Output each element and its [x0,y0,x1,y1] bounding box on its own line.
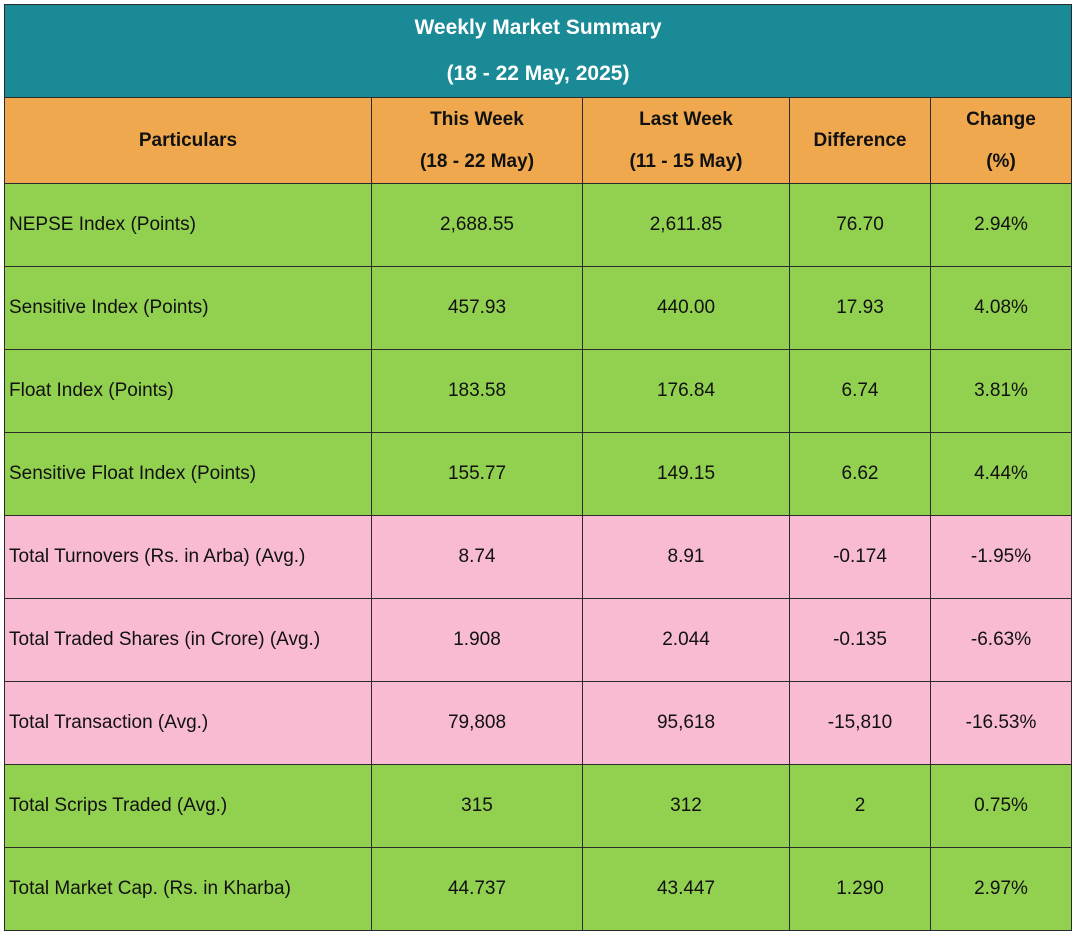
cell-change: 2.97% [929,847,1073,931]
cell-difference: 6.62 [789,432,931,516]
row-label: Sensitive Index (Points) [4,266,372,350]
cell-this-week: 183.58 [371,349,583,433]
cell-last-week: 312 [582,764,790,848]
cell-this-week: 457.93 [371,266,583,350]
cell-this-week: 8.74 [371,515,583,599]
market-summary-sheet: Weekly Market Summary (18 - 22 May, 2025… [3,4,1073,931]
cell-change: 0.75% [929,764,1073,848]
cell-difference: 6.74 [789,349,931,433]
cell-this-week: 79,808 [371,681,583,765]
cell-last-week: 43.447 [582,847,790,931]
header-this-week: This Week (18 - 22 May) [371,97,583,184]
cell-difference: 2 [789,764,931,848]
row-label: Total Turnovers (Rs. in Arba) (Avg.) [4,515,372,599]
table-row-total-turnovers: Total Turnovers (Rs. in Arba) (Avg.) 8.7… [4,515,1073,599]
cell-change: 4.08% [929,266,1073,350]
header-this-week-range: (18 - 22 May) [419,150,535,172]
row-label: Total Transaction (Avg.) [4,681,372,765]
table-row-total-transaction: Total Transaction (Avg.) 79,808 95,618 -… [4,681,1073,765]
table-row-sensitive-float-index: Sensitive Float Index (Points) 155.77 14… [4,432,1073,516]
table-row-sensitive-index: Sensitive Index (Points) 457.93 440.00 1… [4,266,1073,350]
cell-change: 2.94% [929,183,1073,267]
row-label: Total Market Cap. (Rs. in Kharba) [4,847,372,931]
table-row-total-market-cap: Total Market Cap. (Rs. in Kharba) 44.737… [4,847,1073,931]
cell-last-week: 2.044 [582,598,790,682]
cell-difference: 1.290 [789,847,931,931]
title-main: Weekly Market Summary [414,16,662,39]
cell-difference: -15,810 [789,681,931,765]
cell-difference: -0.135 [789,598,931,682]
market-summary-table: Weekly Market Summary (18 - 22 May, 2025… [3,4,1073,931]
row-label: Total Traded Shares (in Crore) (Avg.) [4,598,372,682]
header-this-week-label: This Week [430,108,524,130]
title-date-range: (18 - 22 May, 2025) [446,62,630,85]
cell-difference: 76.70 [789,183,931,267]
row-label: Total Scrips Traded (Avg.) [4,764,372,848]
table-row-nepse-index: NEPSE Index (Points) 2,688.55 2,611.85 7… [4,183,1073,267]
header-last-week-label: Last Week [639,108,733,130]
cell-this-week: 315 [371,764,583,848]
title-row: Weekly Market Summary (18 - 22 May, 2025… [3,4,1073,98]
header-difference: Difference [789,97,931,184]
cell-change: -6.63% [929,598,1073,682]
table-row-total-scrips-traded: Total Scrips Traded (Avg.) 315 312 2 0.7… [4,764,1073,848]
row-label: Sensitive Float Index (Points) [4,432,372,516]
header-particulars: Particulars [4,97,372,184]
cell-last-week: 95,618 [582,681,790,765]
row-label: NEPSE Index (Points) [4,183,372,267]
cell-this-week: 44.737 [371,847,583,931]
header-row: Particulars This Week (18 - 22 May) Last… [4,97,1073,184]
cell-change: -16.53% [929,681,1073,765]
cell-last-week: 8.91 [582,515,790,599]
table-row-float-index: Float Index (Points) 183.58 176.84 6.74 … [4,349,1073,433]
cell-change: 3.81% [929,349,1073,433]
header-change-label: Change [966,108,1036,130]
cell-change: 4.44% [929,432,1073,516]
cell-this-week: 1.908 [371,598,583,682]
header-change: Change (%) [929,97,1073,184]
header-last-week-range: (11 - 15 May) [629,150,743,172]
cell-this-week: 2,688.55 [371,183,583,267]
cell-last-week: 176.84 [582,349,790,433]
cell-this-week: 155.77 [371,432,583,516]
cell-difference: 17.93 [789,266,931,350]
cell-difference: -0.174 [789,515,931,599]
header-change-unit: (%) [986,150,1016,172]
table-row-total-traded-shares: Total Traded Shares (in Crore) (Avg.) 1.… [4,598,1073,682]
header-last-week: Last Week (11 - 15 May) [582,97,790,184]
cell-last-week: 2,611.85 [582,183,790,267]
cell-last-week: 440.00 [582,266,790,350]
table-title: Weekly Market Summary (18 - 22 May, 2025… [3,4,1073,98]
cell-last-week: 149.15 [582,432,790,516]
row-label: Float Index (Points) [4,349,372,433]
cell-change: -1.95% [929,515,1073,599]
